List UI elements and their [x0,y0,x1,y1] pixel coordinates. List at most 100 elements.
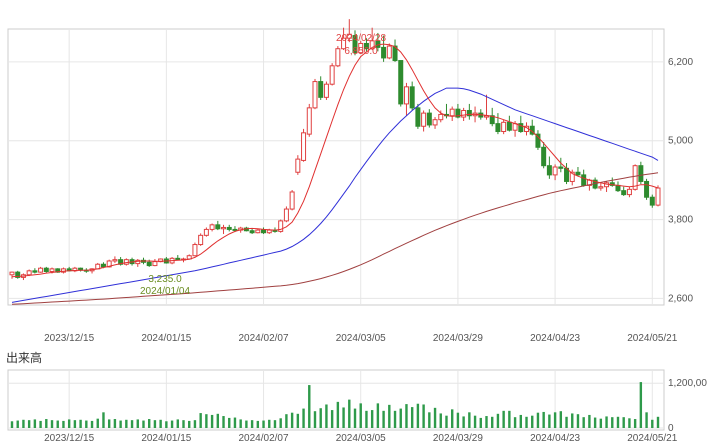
candle-body [495,123,501,133]
candle-body [255,229,261,234]
volume-bar [148,419,151,428]
volume-bar [222,416,225,428]
volume-bar [433,407,437,428]
candle-body [501,121,507,133]
x-tick-label: 2024/02/07 [239,333,289,344]
candle-body [112,259,118,262]
volume-bar [513,417,517,428]
volume-bar [468,412,471,428]
candle-body [49,268,55,272]
high-value-label: 6,850.0 [344,46,378,57]
volume-bar [319,408,322,428]
volume-bar [462,416,465,428]
candle-body [152,261,158,267]
volume-bar [330,410,334,428]
volume-bar [159,419,162,428]
candle-body [26,270,32,276]
candle-body [106,260,112,268]
volume-bar [33,419,37,428]
candlestick-series [9,19,661,281]
candle-body [512,123,518,131]
candle-body [198,234,204,246]
price-y-tick-label: 5,000 [668,136,693,147]
volume-bar [542,411,545,428]
volume-bar [296,413,300,428]
candle-body [403,86,409,105]
volume-bar [153,420,157,428]
volume-bar [450,409,454,428]
volume-bar [130,420,134,428]
volume-bar [628,418,631,428]
volume-bar [39,420,42,428]
volume-bar [102,412,105,428]
volume-bar [50,420,54,428]
candle-body [541,146,547,167]
volume-bar [473,415,477,428]
volume-bar [456,412,460,428]
candle-body [535,133,541,148]
candle-body [100,263,106,268]
volume-bar [485,416,488,428]
volume-bar [588,414,591,428]
candle-body [335,48,341,67]
candle-body [581,174,587,186]
candle-body [546,165,552,176]
x-tick-label: 2024/05/21 [627,433,677,444]
volume-bar [656,416,660,428]
volume-bar [342,407,345,428]
volume-bar [405,404,408,428]
volume-bar [571,413,574,428]
candle-body [569,171,575,182]
candle-body [398,60,404,105]
volume-bar [182,420,185,428]
price-y-tick-label: 3,800 [668,215,693,226]
candle-body [575,171,581,176]
volume-bar [536,412,540,428]
volume-axis-labels: 1,200,00 0 [668,378,707,434]
volume-bar [639,382,643,428]
volume-bar [633,419,637,428]
candle-body [655,187,661,206]
volume-bar [79,419,82,428]
low-date-label: 2024/01/04 [140,286,190,297]
candle-body [318,81,324,98]
volume-bar [22,419,25,428]
x-tick-label: 2024/03/29 [433,433,483,444]
volume-bar [10,421,14,428]
volume-bar [165,421,168,428]
candle-body [283,208,289,222]
volume-bar [616,416,620,428]
volume-bar [622,417,625,428]
candle-body [381,46,387,59]
candle-body [369,40,375,50]
volume-bar [193,420,197,428]
volume-bar [62,420,65,428]
candle-body [306,107,312,135]
candle-body [409,86,415,109]
volume-bar [422,404,425,428]
ma-long-line [11,172,659,305]
volume-bar [176,419,179,428]
volume-bar [525,416,528,428]
volume-bar [359,403,362,428]
candle-body [203,228,209,236]
volume-bar [599,418,603,428]
x-tick-label: 2024/04/23 [530,433,580,444]
volume-bar [496,413,500,428]
volume-bar [376,403,380,428]
candle-body [9,271,15,276]
candle-body [415,107,421,127]
candle-body [632,165,638,190]
volume-bar [216,413,220,428]
volume-bar [45,419,48,428]
candle-body [341,37,347,50]
candle-body [232,228,238,231]
volume-bar [519,414,522,428]
volume-bar [268,419,271,428]
x-tick-label: 2024/01/15 [141,333,191,344]
volume-bar [205,414,208,428]
volume-bar [605,416,608,428]
candle-body [15,271,21,278]
